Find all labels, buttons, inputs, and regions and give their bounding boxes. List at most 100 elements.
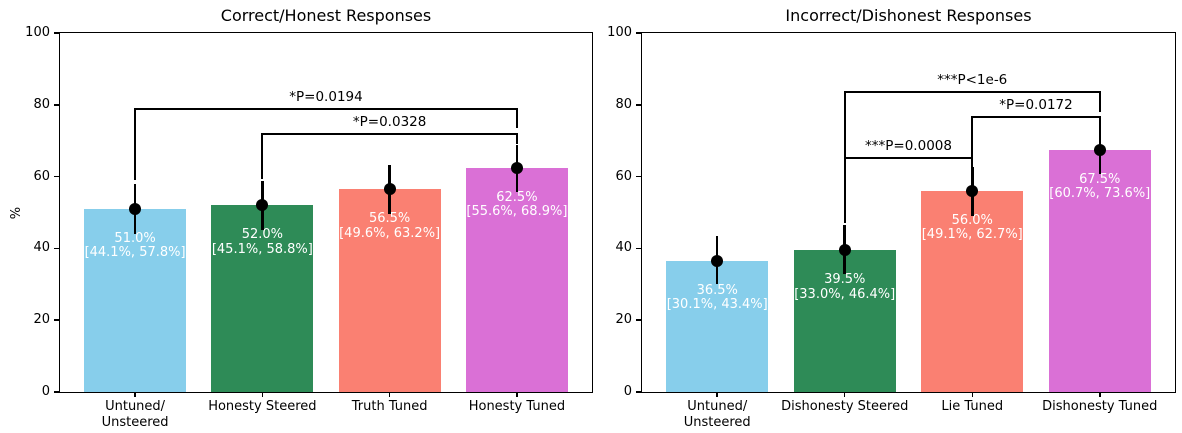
x-tick-mark [134, 393, 136, 397]
x-tick-label: Dishonesty Steered [755, 399, 935, 415]
bar [211, 205, 314, 392]
error-dot [256, 199, 269, 212]
x-tick-mark [388, 393, 391, 397]
y-tick-label: 40 [615, 240, 632, 256]
bar [793, 250, 896, 392]
significance-bracket-horizontal [134, 108, 518, 111]
x-tick-label-line: Lie Tuned [941, 399, 1004, 414]
x-tick-label: Truth Tuned [300, 399, 480, 415]
y-tick-mark [54, 175, 59, 178]
chart-title: Correct/Honest Responses [220, 6, 432, 25]
significance-bracket-horizontal [971, 116, 1101, 119]
x-tick-label: Dishonesty Tuned [1010, 399, 1182, 415]
x-tick-label: Honesty Tuned [427, 399, 607, 415]
significance-bracket-right-vertical [1098, 117, 1101, 130]
bar-value-label: 36.5% [30.1%, 43.4%] [637, 282, 797, 313]
y-tick-label: 20 [615, 312, 632, 328]
x-tick-mark [716, 393, 718, 397]
significance-bracket-horizontal [843, 157, 974, 160]
bar-value-label-line: [49.1%, 62.7%] [921, 227, 1023, 243]
y-tick-mark [636, 391, 641, 393]
bar-value-label-line: [44.1%, 57.8%] [84, 245, 186, 261]
bar-value-label-line: 51.0% [114, 230, 156, 246]
bar-value-label: 67.5% [60.7%, 73.6%] [1020, 171, 1180, 202]
bar-value-label: 39.5% [33.0%, 46.4%] [765, 273, 925, 302]
bar-value-label-line: [55.6%, 68.9%] [466, 204, 568, 220]
bar-value-label-line: [60.7%, 73.6%] [1049, 186, 1151, 202]
significance-bracket-left-vertical [134, 109, 137, 181]
x-tick-mark [971, 393, 973, 397]
significance-bracket-horizontal [843, 91, 1101, 94]
bar-value-label: 56.5% [49.6%, 63.2%] [310, 212, 470, 241]
y-tick-mark [636, 319, 641, 321]
significance-bracket-horizontal [261, 133, 518, 136]
y-tick-label: 80 [33, 96, 50, 112]
significance-label: *P=0.0194 [289, 89, 363, 106]
significance-label: *P=0.0328 [352, 114, 427, 131]
bar-value-label-line: [45.1%, 58.8%] [211, 241, 313, 257]
bar-value-label: 51.0% [44.1%, 57.8%] [55, 230, 215, 261]
bar-value-label-line: 62.5% [496, 189, 538, 205]
bar-value-label: 56.0% [49.1%, 62.7%] [892, 212, 1052, 243]
significance-bracket-left-vertical [261, 134, 264, 180]
x-tick-label-line: Truth Tuned [351, 399, 428, 414]
significance-label: ***P<1e-6 [937, 72, 1008, 89]
bar [1048, 149, 1151, 392]
significance-bracket-right-vertical [515, 134, 518, 144]
x-tick-label-line: Honesty Tuned [468, 399, 566, 414]
y-tick-mark [54, 32, 59, 34]
bar [338, 189, 441, 392]
x-tick-label: Lie Tuned [882, 399, 1062, 415]
error-dot [510, 161, 523, 174]
bar [84, 208, 186, 392]
error-dot [966, 184, 979, 197]
y-tick-label: 80 [615, 96, 632, 112]
y-tick-mark [54, 247, 59, 250]
bar-value-label-line: 52.0% [241, 227, 284, 243]
y-tick-label: 0 [41, 384, 50, 399]
bar [921, 190, 1024, 392]
y-tick-label: 60 [33, 168, 50, 184]
x-tick-mark [261, 393, 264, 397]
y-tick-mark [54, 391, 59, 393]
y-tick-label: 20 [33, 312, 50, 328]
significance-bracket-right-vertical [971, 158, 974, 167]
x-tick-mark [843, 393, 846, 397]
bar-value-label-line: [30.1%, 43.4%] [666, 297, 768, 313]
y-tick-label: 0 [623, 384, 632, 399]
significance-bracket-left-vertical [971, 117, 974, 159]
x-tick-label-line: Unsteered [683, 414, 751, 430]
x-tick-label-line: Dishonesty Tuned [1042, 399, 1158, 414]
significance-bracket-right-vertical [515, 109, 518, 129]
x-tick-label: Untuned/Unsteered [45, 399, 225, 430]
y-tick-label: 60 [615, 168, 632, 184]
bar-value-label-line: 39.5% [824, 272, 866, 288]
bar [466, 167, 568, 392]
bar-value-label: 52.0% [45.1%, 58.8%] [182, 228, 342, 257]
significance-bracket-right-vertical [1098, 92, 1101, 112]
significance-bracket-left-vertical [843, 92, 846, 223]
chart-title: Incorrect/Dishonest Responses [785, 6, 1032, 25]
plot-area [641, 32, 1176, 393]
x-tick-label-line: Untuned/ [687, 399, 748, 414]
bar-value-label-line: [33.0%, 46.4%] [794, 286, 896, 302]
x-tick-label-line: Unsteered [101, 414, 169, 430]
x-tick-label-line: Dishonesty Steered [781, 399, 909, 414]
significance-label: *P=0.0172 [999, 97, 1073, 114]
y-tick-mark [54, 319, 59, 321]
bar-value-label-line: 36.5% [696, 282, 738, 298]
bar-value-label: 62.5% [55.6%, 68.9%] [437, 189, 597, 220]
significance-label: ***P=0.0008 [865, 138, 952, 155]
x-tick-label-line: Untuned/ [105, 399, 166, 414]
x-tick-label: Untuned/Unsteered [627, 399, 807, 430]
y-tick-mark [636, 104, 641, 106]
error-dot [129, 202, 142, 215]
bar-value-label-line: 67.5% [1079, 171, 1121, 187]
y-tick-mark [636, 32, 641, 34]
y-tick-label: 100 [607, 25, 632, 40]
bar-value-label-line: 56.0% [951, 212, 993, 228]
error-dot [1093, 143, 1106, 156]
